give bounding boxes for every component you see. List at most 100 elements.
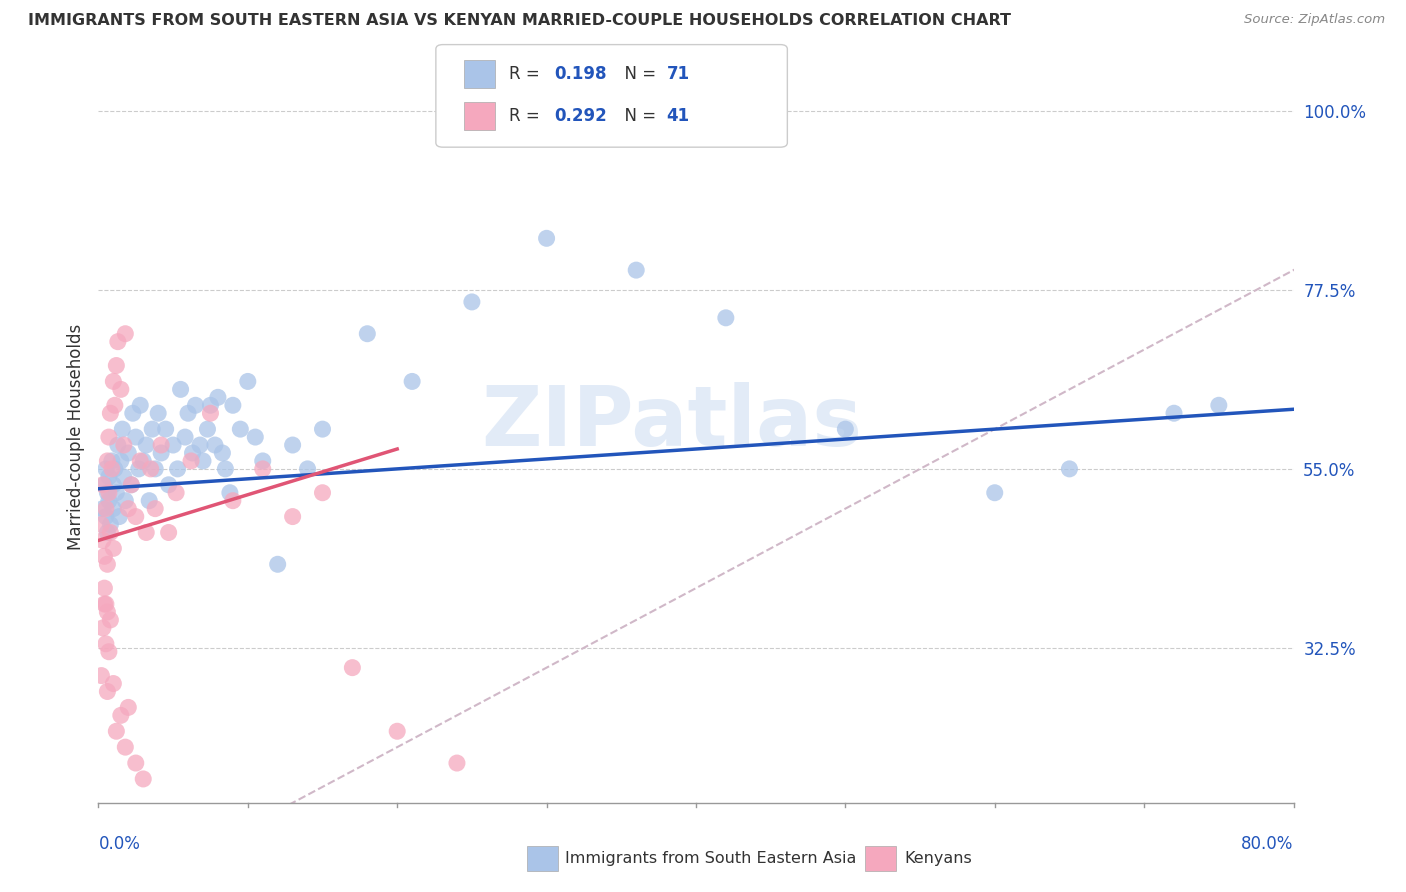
Point [120,477,142,491]
Point [98,525,122,540]
Text: 0.198: 0.198 [554,65,606,83]
Point [536,231,558,245]
Point [128,462,150,476]
Point [461,294,484,309]
Point [112,470,135,484]
Point [104,398,127,412]
Point [165,485,187,500]
Point [200,406,222,420]
Point [90,668,112,682]
Point [104,462,127,476]
Point [155,422,177,436]
Point [105,485,128,500]
Point [157,525,180,540]
Point [401,375,423,389]
Point [96,485,118,500]
Point [200,398,222,412]
Point [281,438,304,452]
Point [112,438,135,452]
Point [125,430,148,444]
Point [181,446,204,460]
Point [114,326,136,341]
Point [114,493,136,508]
Point [207,390,229,404]
Point [385,724,409,739]
Point [94,509,117,524]
Point [125,509,148,524]
Point [117,700,139,714]
Point [174,430,197,444]
Point [138,493,160,508]
Point [311,422,333,436]
Point [96,558,118,572]
Point [342,660,364,674]
Point [120,477,142,491]
Point [98,406,122,420]
Point [121,406,143,420]
Point [91,533,114,548]
Text: N =: N = [614,107,662,125]
Point [188,438,211,452]
Point [148,406,170,420]
Point [103,477,125,491]
Point [93,477,115,491]
Point [219,485,242,500]
Text: R =: R = [509,65,546,83]
Point [222,493,245,508]
Point [93,581,115,595]
Point [446,756,468,770]
Text: 0.292: 0.292 [554,107,607,125]
Point [96,525,118,540]
Point [204,438,226,452]
Point [98,517,122,532]
Text: ZIPatlas: ZIPatlas [482,382,862,463]
Point [96,684,118,698]
Point [143,462,166,476]
Point [211,446,233,460]
Point [105,359,128,373]
Point [93,597,115,611]
Point [107,438,129,452]
Point [166,462,188,476]
Point [117,501,139,516]
Text: 41: 41 [666,107,689,125]
Point [139,462,162,476]
Point [1208,398,1230,412]
Point [96,605,118,619]
Point [356,326,378,341]
Point [229,422,252,436]
Text: 80.0%: 80.0% [1241,835,1294,853]
Point [94,462,117,476]
Text: R =: R = [509,107,546,125]
Point [110,383,132,397]
Point [267,558,290,572]
Point [626,263,648,277]
Point [98,613,122,627]
Point [117,446,139,460]
Point [191,454,214,468]
Point [94,637,117,651]
Y-axis label: Married-couple Households: Married-couple Households [66,324,84,550]
Text: 71: 71 [666,65,689,83]
Point [101,462,124,476]
Point [1059,462,1081,476]
Point [97,470,120,484]
Point [162,438,184,452]
Point [984,485,1007,500]
Text: Kenyans: Kenyans [904,851,972,865]
Point [132,772,155,786]
Point [108,509,131,524]
Point [1163,406,1185,420]
Point [714,310,737,325]
Point [111,422,134,436]
Point [252,462,274,476]
Point [103,676,125,690]
Point [834,422,856,436]
Point [197,422,219,436]
Point [97,485,120,500]
Point [110,454,132,468]
Point [103,375,125,389]
Text: N =: N = [614,65,662,83]
Point [91,501,114,516]
Point [107,334,129,349]
